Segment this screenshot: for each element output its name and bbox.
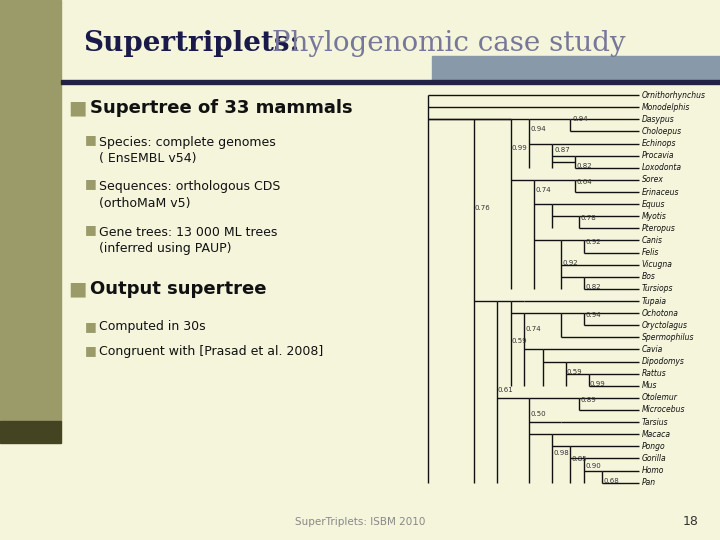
Text: Pteropus: Pteropus	[642, 224, 675, 233]
Text: 0.74: 0.74	[536, 187, 552, 193]
Text: SuperTriplets: ISBM 2010: SuperTriplets: ISBM 2010	[294, 517, 426, 527]
Text: 0.82: 0.82	[576, 163, 592, 169]
Text: 0.92: 0.92	[562, 260, 578, 266]
Text: ■: ■	[68, 279, 87, 299]
Text: 0.61: 0.61	[498, 387, 513, 393]
Text: Pongo: Pongo	[642, 442, 665, 451]
Text: 0.94: 0.94	[572, 116, 588, 122]
Text: Erinaceus: Erinaceus	[642, 187, 679, 197]
Text: Bos: Bos	[642, 272, 655, 281]
Text: Ornithorhynchus: Ornithorhynchus	[642, 91, 706, 100]
Text: 0.76: 0.76	[475, 205, 490, 211]
Text: Procavia: Procavia	[642, 151, 674, 160]
Text: Microcebus: Microcebus	[642, 406, 685, 415]
Text: Oryctolagus: Oryctolagus	[642, 321, 688, 330]
Text: Output supertree: Output supertree	[90, 280, 266, 298]
Text: Macaca: Macaca	[642, 430, 670, 438]
Text: Sorex: Sorex	[642, 176, 663, 185]
Text: 0.50: 0.50	[530, 411, 546, 417]
Text: 0.68: 0.68	[603, 478, 619, 484]
Text: ■: ■	[85, 133, 96, 146]
Text: Felis: Felis	[642, 248, 659, 257]
Text: Tarsius: Tarsius	[642, 417, 668, 427]
Text: ■: ■	[85, 345, 96, 357]
Text: Supertree of 33 mammals: Supertree of 33 mammals	[90, 99, 353, 117]
Text: ■: ■	[85, 320, 96, 333]
Text: Tupaia: Tupaia	[642, 296, 667, 306]
Text: Myotis: Myotis	[642, 212, 667, 221]
Text: Phylogenomic case study: Phylogenomic case study	[263, 30, 626, 57]
Text: Choloepus: Choloepus	[642, 127, 682, 136]
Text: Sequences: orthologous CDS: Sequences: orthologous CDS	[99, 180, 281, 193]
Text: Loxodonta: Loxodonta	[642, 163, 682, 172]
Text: Supertriplets:: Supertriplets:	[83, 30, 300, 57]
Text: 0.98: 0.98	[553, 450, 569, 456]
Text: 0.85: 0.85	[572, 456, 587, 462]
Text: ■: ■	[85, 177, 96, 190]
Text: ■: ■	[68, 98, 87, 118]
Text: Ochotona: Ochotona	[642, 309, 678, 318]
Text: Gorilla: Gorilla	[642, 454, 666, 463]
Text: 0.82: 0.82	[585, 284, 601, 290]
Text: 0.59: 0.59	[512, 339, 527, 345]
Text: Computed in 30s: Computed in 30s	[99, 320, 206, 333]
Text: (inferred using PAUP): (inferred using PAUP)	[99, 242, 232, 255]
Text: Gene trees: 13 000 ML trees: Gene trees: 13 000 ML trees	[99, 226, 278, 239]
Text: Congruent with [Prasad et al. 2008]: Congruent with [Prasad et al. 2008]	[99, 345, 323, 357]
Text: 0.64: 0.64	[576, 179, 592, 185]
Text: 0.92: 0.92	[585, 239, 601, 245]
Text: Canis: Canis	[642, 236, 662, 245]
Text: Cavia: Cavia	[642, 345, 663, 354]
Text: Homo: Homo	[642, 466, 664, 475]
Text: 0.74: 0.74	[526, 326, 541, 332]
Text: Monodelphis: Monodelphis	[642, 103, 690, 112]
Text: Species: complete genomes: Species: complete genomes	[99, 136, 276, 149]
Text: ■: ■	[85, 223, 96, 236]
Text: Equus: Equus	[642, 200, 665, 208]
Text: Pan: Pan	[642, 478, 656, 487]
Text: Echinops: Echinops	[642, 139, 676, 148]
Text: Vicugna: Vicugna	[642, 260, 672, 269]
Text: Otolemur: Otolemur	[642, 393, 678, 402]
Text: 0.99: 0.99	[590, 381, 606, 387]
Text: Dipodomys: Dipodomys	[642, 357, 685, 366]
Text: 0.94: 0.94	[530, 126, 546, 132]
Text: 18: 18	[683, 515, 698, 528]
Text: 0.59: 0.59	[567, 369, 582, 375]
Text: 0.99: 0.99	[512, 145, 528, 151]
Text: 0.89: 0.89	[580, 396, 596, 402]
Text: ( EnsEMBL v54): ( EnsEMBL v54)	[99, 152, 197, 165]
Text: 0.87: 0.87	[554, 147, 570, 153]
Text: (orthoMaM v5): (orthoMaM v5)	[99, 197, 191, 210]
Text: 0.90: 0.90	[585, 463, 601, 469]
Text: Spermophilus: Spermophilus	[642, 333, 694, 342]
Text: 0.78: 0.78	[580, 215, 596, 221]
Text: Rattus: Rattus	[642, 369, 666, 378]
Text: Mus: Mus	[642, 381, 657, 390]
Text: Dasypus: Dasypus	[642, 115, 675, 124]
Text: 0.94: 0.94	[585, 312, 601, 318]
Text: Tursiops: Tursiops	[642, 285, 673, 293]
